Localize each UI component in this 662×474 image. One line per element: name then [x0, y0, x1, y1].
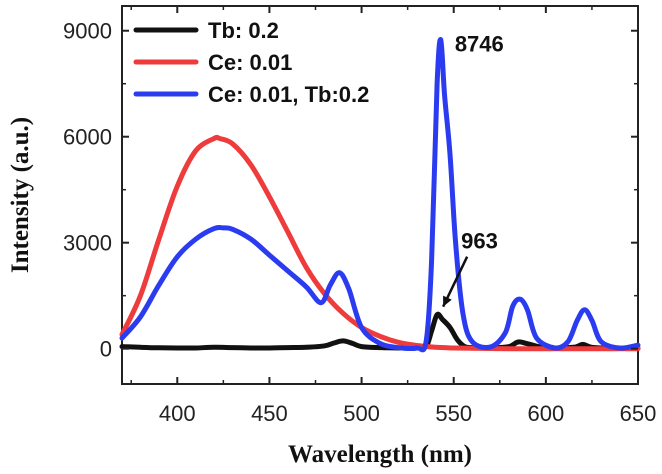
y-tick-label: 0 — [100, 337, 112, 362]
annotations: 8746 963 — [442, 32, 504, 308]
x-axis-title: Wavelength (nm) — [288, 441, 472, 468]
annotation-arrowhead — [443, 295, 452, 307]
x-tick-label: 600 — [527, 401, 564, 426]
legend-label-tb-0-2: Tb: 0.2 — [208, 18, 279, 43]
legend: Tb: 0.2 Ce: 0.01 Ce: 0.01, Tb:0.2 — [133, 18, 369, 107]
series-lines — [119, 37, 641, 353]
legend-label-ce-0-01-tb-0-2: Ce: 0.01, Tb:0.2 — [208, 82, 369, 107]
x-tick-label: 500 — [343, 401, 380, 426]
peak-label-8746: 8746 — [455, 32, 504, 57]
x-tick-label: 450 — [251, 401, 288, 426]
y-axis-title: Intensity (a.u.) — [7, 117, 34, 273]
legend-label-ce-0-01: Ce: 0.01 — [208, 50, 292, 75]
plot-frame — [121, 5, 639, 385]
series-line-ce-0-01 — [119, 134, 641, 352]
y-tick-label: 6000 — [63, 125, 112, 150]
x-tick-label: 400 — [159, 401, 196, 426]
x-tick-label: 550 — [435, 401, 472, 426]
y-tick-label: 3000 — [63, 231, 112, 256]
peak-label-963: 963 — [461, 229, 498, 254]
y-tick-label: 9000 — [63, 19, 112, 44]
x-tick-label: 650 — [620, 401, 657, 426]
series-line-ce-0-01-tb-0-2 — [119, 37, 641, 353]
axis-ticks: 400 450 500 550 600 650 0 3000 6000 9000 — [63, 6, 656, 426]
